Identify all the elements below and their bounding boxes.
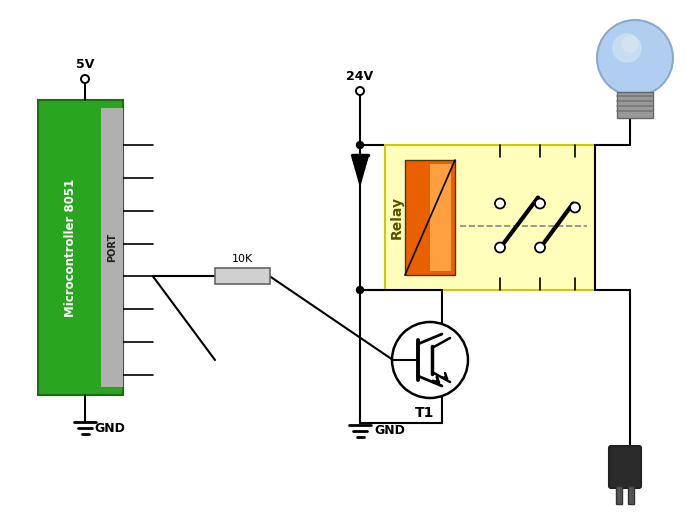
Bar xyxy=(215,268,270,285)
Bar xyxy=(38,100,123,395)
Circle shape xyxy=(81,75,89,83)
Circle shape xyxy=(622,36,638,52)
Bar xyxy=(101,108,123,387)
Circle shape xyxy=(570,202,580,213)
Bar xyxy=(616,486,622,504)
Text: GND: GND xyxy=(375,425,405,437)
Circle shape xyxy=(613,34,641,62)
Circle shape xyxy=(356,287,363,294)
Text: 10K: 10K xyxy=(232,254,253,264)
Text: PORT: PORT xyxy=(107,233,117,262)
Circle shape xyxy=(597,20,673,96)
Bar xyxy=(628,486,634,504)
Circle shape xyxy=(356,87,364,95)
Circle shape xyxy=(535,243,545,252)
Circle shape xyxy=(495,199,505,208)
Circle shape xyxy=(495,243,505,252)
Polygon shape xyxy=(352,157,368,185)
Wedge shape xyxy=(597,20,673,96)
Bar xyxy=(405,160,455,275)
Text: T1: T1 xyxy=(415,406,435,420)
Text: 24V: 24V xyxy=(347,70,373,83)
Circle shape xyxy=(356,142,363,148)
Text: Microcontroller 8051: Microcontroller 8051 xyxy=(64,179,77,316)
Text: GND: GND xyxy=(94,421,125,435)
Bar xyxy=(385,145,595,290)
Circle shape xyxy=(535,199,545,208)
FancyBboxPatch shape xyxy=(609,446,641,488)
Circle shape xyxy=(392,322,468,398)
Text: 5V: 5V xyxy=(75,58,94,71)
Bar xyxy=(617,92,653,118)
Bar xyxy=(430,164,451,271)
Text: Relay: Relay xyxy=(390,196,404,239)
